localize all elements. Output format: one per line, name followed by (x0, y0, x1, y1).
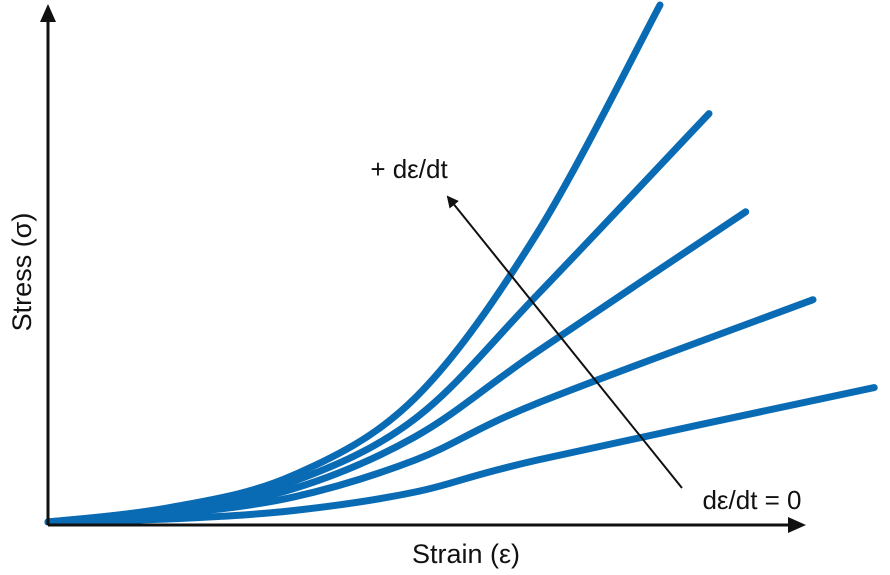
x-axis-arrow-icon (788, 517, 806, 533)
annotation-top: + dε/dt (370, 154, 448, 184)
series-line-5 (44, 384, 878, 526)
y-axis-arrow-icon (40, 4, 56, 22)
y-axis-label: Stress (σ) (7, 213, 37, 332)
series-line-4 (44, 296, 817, 526)
rate-increase-arrow (446, 195, 683, 489)
annotation-bottom: dε/dt = 0 (702, 485, 801, 515)
series-group (44, 1, 878, 526)
x-axis-label: Strain (ε) (412, 539, 520, 569)
